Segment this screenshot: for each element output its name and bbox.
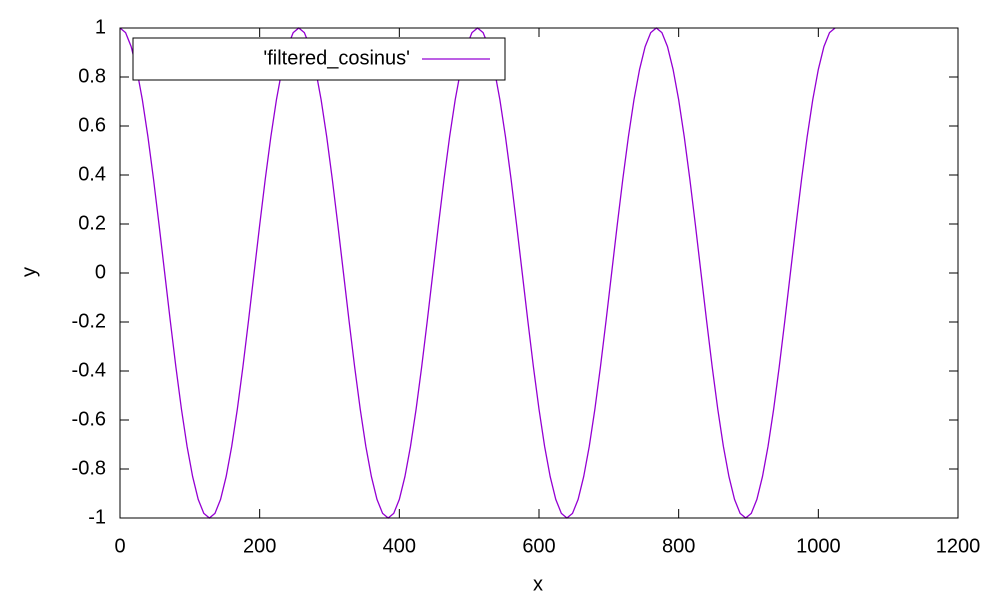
legend-label: 'filtered_cosinus' xyxy=(263,47,410,69)
x-tick-label: 200 xyxy=(243,535,276,557)
y-tick-label: 0.8 xyxy=(78,65,106,87)
x-tick-label: 1200 xyxy=(936,535,981,557)
y-tick-label: -0.6 xyxy=(72,408,106,430)
y-axis-label: y xyxy=(18,267,40,277)
y-tick-label: 0 xyxy=(95,261,106,283)
plot-frame xyxy=(119,27,959,519)
y-tick-label: -0.8 xyxy=(72,457,106,479)
y-tick-label: 0.6 xyxy=(78,114,106,136)
y-tick-label: 0.2 xyxy=(78,212,106,234)
x-tick-label: 1000 xyxy=(796,535,841,557)
y-tick-label: 0.4 xyxy=(78,163,106,185)
x-axis-label: x xyxy=(533,573,543,595)
x-tick-label: 400 xyxy=(383,535,416,557)
x-tick-label: 600 xyxy=(522,535,555,557)
x-tick-label: 800 xyxy=(662,535,695,557)
y-tick-label: -1 xyxy=(88,506,106,528)
y-tick-label: -0.4 xyxy=(72,359,106,381)
y-tick-label: -0.2 xyxy=(72,310,106,332)
y-tick-label: 1 xyxy=(95,16,106,38)
x-tick-label: 0 xyxy=(114,535,125,557)
